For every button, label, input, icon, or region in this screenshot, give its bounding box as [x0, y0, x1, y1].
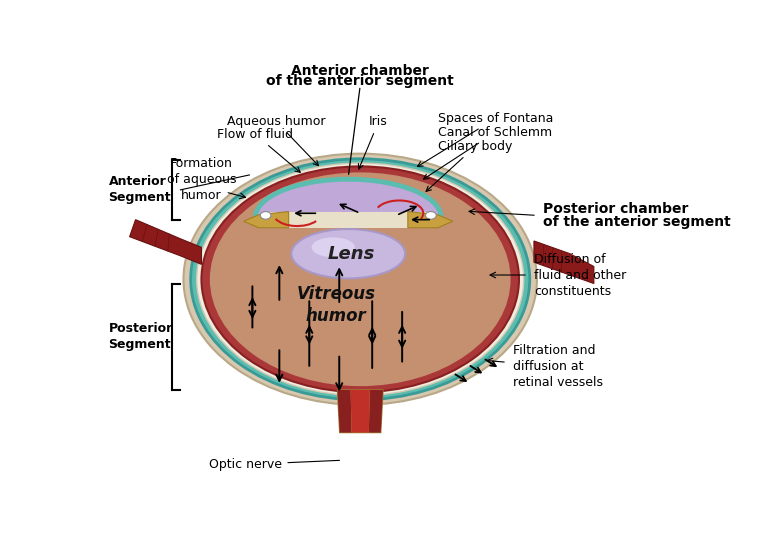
Text: Canal of Schlemm: Canal of Schlemm: [424, 126, 552, 179]
Text: Posterior chamber: Posterior chamber: [543, 202, 688, 216]
Ellipse shape: [191, 159, 530, 400]
Ellipse shape: [312, 237, 355, 257]
Polygon shape: [408, 212, 453, 228]
Ellipse shape: [196, 163, 524, 395]
Text: Lens: Lens: [328, 245, 375, 263]
Text: Anterior
Segment: Anterior Segment: [108, 175, 172, 205]
Text: Aqueous humor: Aqueous humor: [227, 115, 325, 166]
Polygon shape: [243, 212, 288, 228]
Text: of the anterior segment: of the anterior segment: [267, 74, 454, 88]
Text: Anterior chamber: Anterior chamber: [291, 64, 429, 77]
Text: Formation
of aqueous
humor: Formation of aqueous humor: [167, 156, 237, 202]
Text: Iris: Iris: [359, 115, 388, 169]
Ellipse shape: [209, 173, 511, 386]
Text: Spaces of Fontana: Spaces of Fontana: [417, 112, 553, 166]
Ellipse shape: [291, 229, 405, 278]
Text: Posterior
Segment: Posterior Segment: [108, 322, 173, 351]
Ellipse shape: [202, 166, 519, 392]
Polygon shape: [130, 220, 202, 264]
Text: of the anterior segment: of the anterior segment: [543, 215, 730, 229]
Circle shape: [425, 212, 436, 219]
Text: Optic nerve: Optic nerve: [209, 458, 339, 471]
Text: Diffusion of
fluid and other
constituents: Diffusion of fluid and other constituent…: [534, 253, 626, 298]
Ellipse shape: [183, 154, 537, 405]
Polygon shape: [264, 212, 432, 228]
Polygon shape: [255, 179, 441, 217]
Polygon shape: [338, 390, 383, 432]
Text: Flow of fluid: Flow of fluid: [217, 128, 300, 173]
Text: Ciliary body: Ciliary body: [426, 140, 512, 191]
Circle shape: [261, 212, 271, 219]
Polygon shape: [338, 390, 352, 432]
Polygon shape: [369, 390, 383, 432]
Polygon shape: [534, 241, 594, 284]
Text: Filtration and
diffusion at
retinal vessels: Filtration and diffusion at retinal vess…: [513, 344, 603, 389]
Text: Vitreous
humor: Vitreous humor: [297, 285, 376, 325]
Polygon shape: [351, 390, 369, 432]
